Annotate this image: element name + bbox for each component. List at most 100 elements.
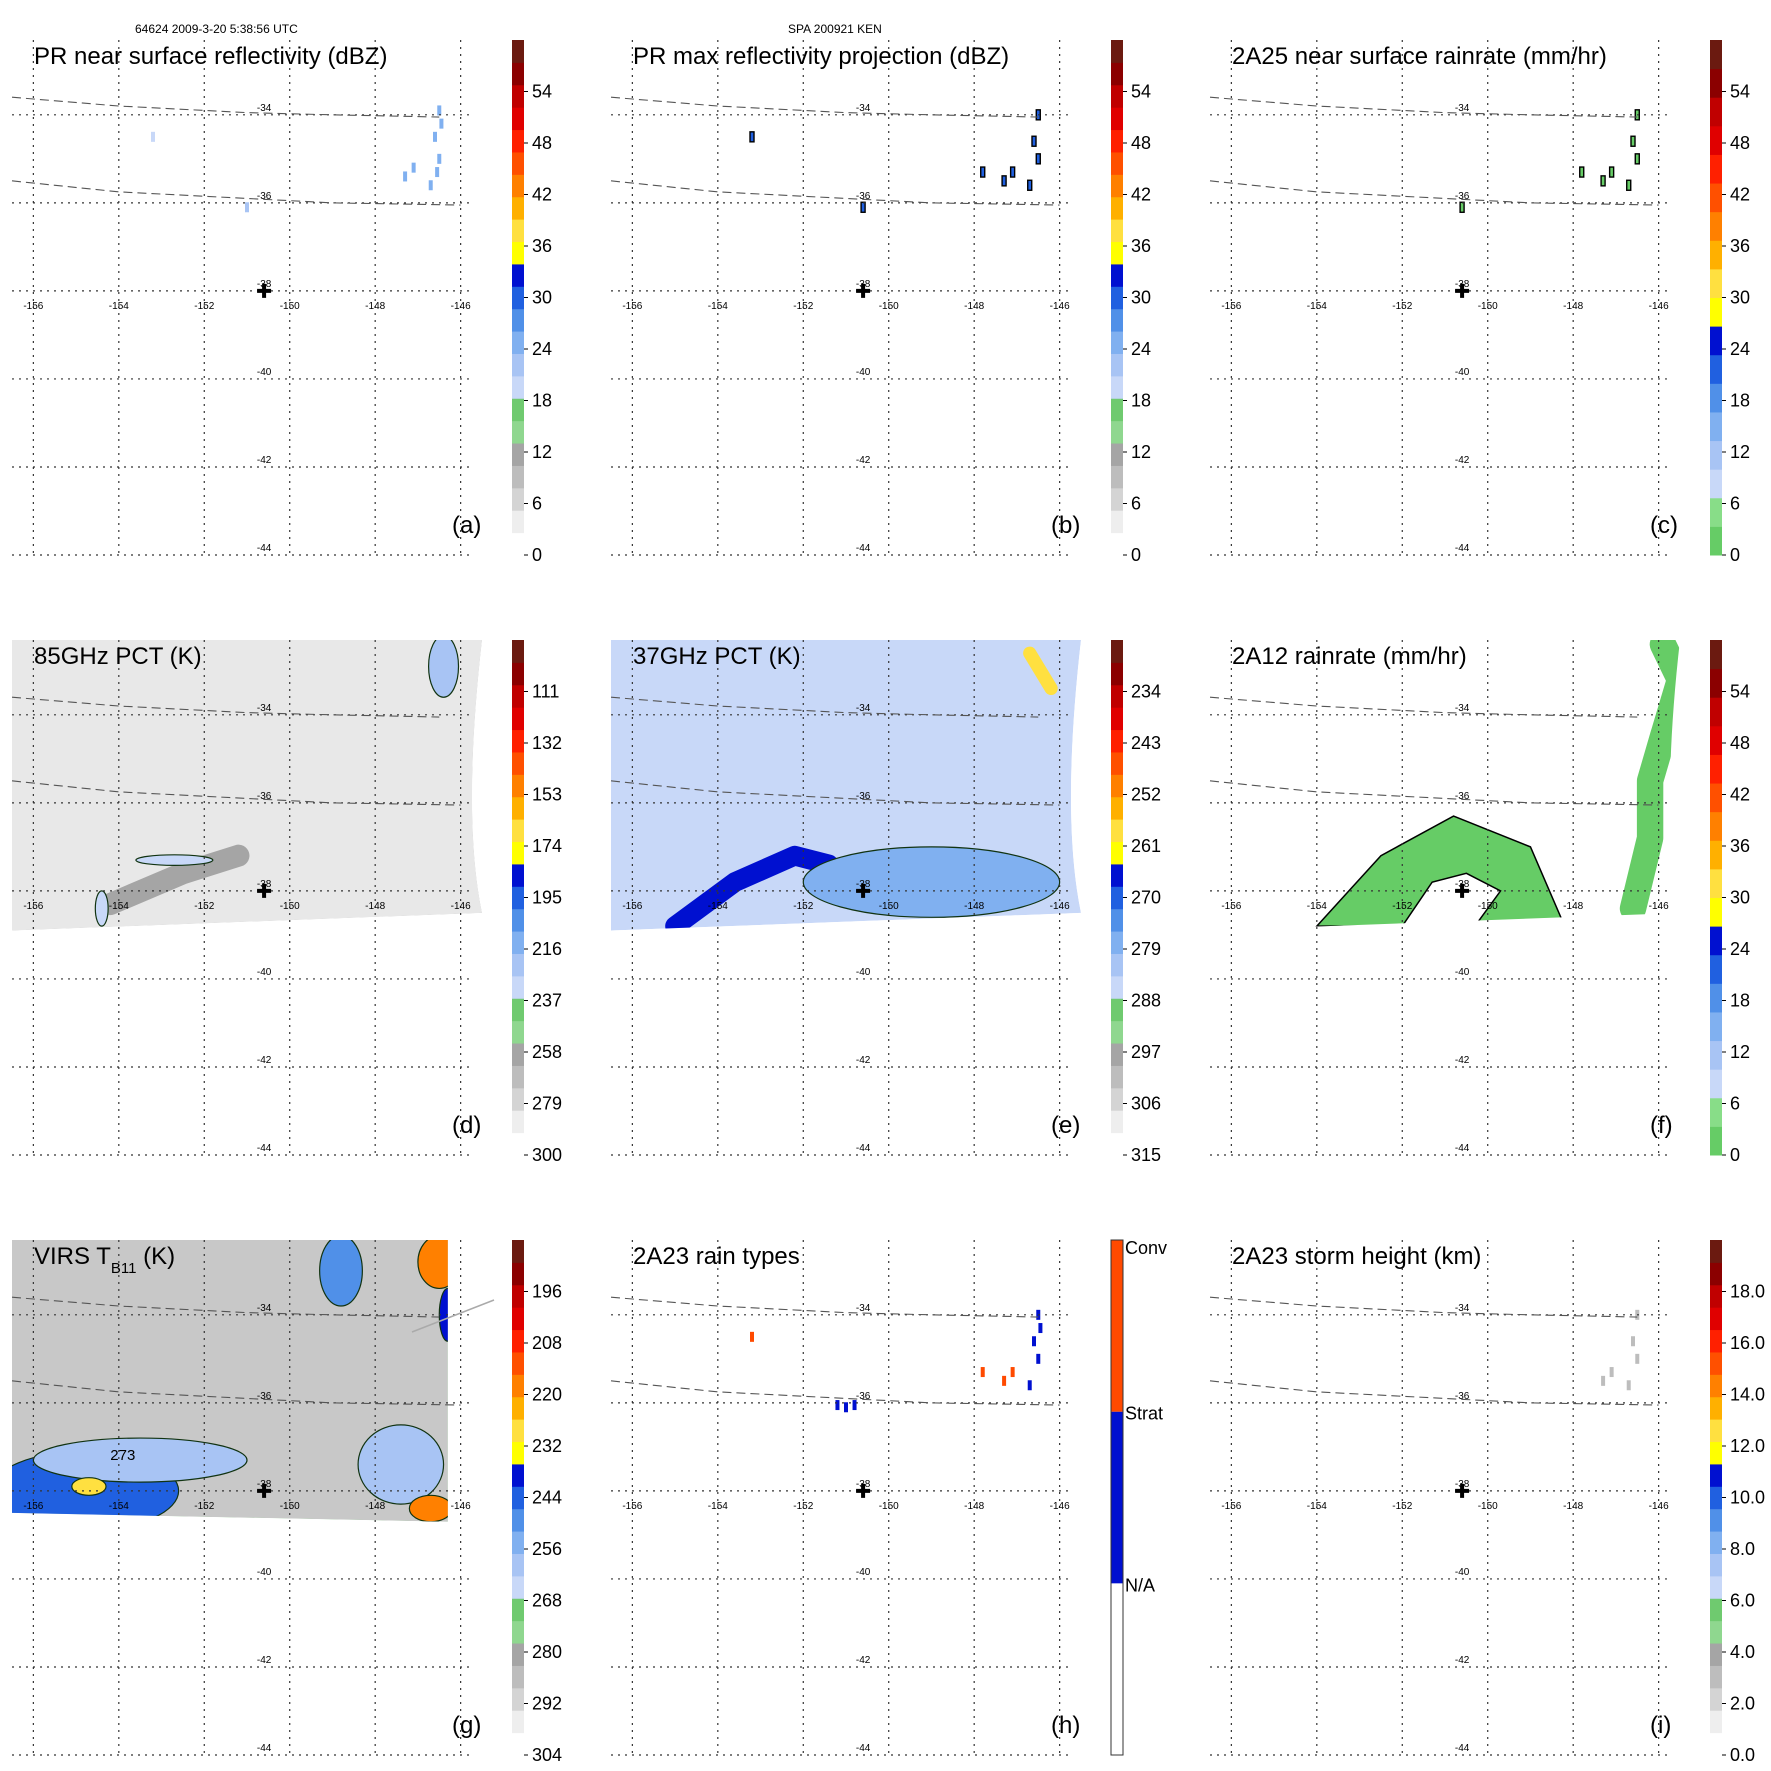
lon-tick-label: -146 <box>451 301 471 312</box>
swath-edge-line <box>610 1296 1039 1318</box>
panel-letter: (d) <box>452 1112 481 1139</box>
swath-edge-line <box>1209 180 1659 206</box>
colorbar-segment <box>1111 219 1123 243</box>
panel-content <box>12 1240 448 1522</box>
colorbar-tick-label: 132 <box>532 733 562 753</box>
colorbar-tick-label: 0 <box>532 545 542 565</box>
colorbar-segment <box>1710 1374 1722 1398</box>
lat-tick-label: -34 <box>1455 1303 1470 1314</box>
colorbar-segment <box>1710 1598 1722 1622</box>
lon-tick-label: -154 <box>1307 301 1327 312</box>
rain-cell <box>437 105 442 116</box>
lat-tick-label: -44 <box>1455 1143 1470 1154</box>
colorbar-tick-label: 54 <box>532 82 552 102</box>
rain-cell <box>1002 1375 1007 1386</box>
swath-edge-line <box>610 1380 1060 1406</box>
colorbar-segment <box>512 308 524 332</box>
colorbar: 0 6 12 18 24 30 36 42 48 54 <box>1710 640 1750 1165</box>
lon-tick-label: -148 <box>964 1501 984 1512</box>
colorbar-tick-label: 258 <box>532 1042 562 1062</box>
panel-title: 2A25 near surface rainrate (mm/hr) <box>1232 43 1607 70</box>
colorbar-tick-label: 304 <box>532 1745 562 1765</box>
colorbar-tick-label: 12 <box>1131 442 1151 462</box>
colorbar-segment <box>1710 725 1722 755</box>
colorbar-tick-label: 256 <box>532 1539 562 1559</box>
colorbar-segment <box>512 151 524 175</box>
colorbar-tick-label: 18 <box>532 391 552 411</box>
lat-tick-label: -44 <box>856 1743 871 1754</box>
colorbar-segment <box>1710 1531 1722 1554</box>
colorbar-segment <box>512 1687 524 1711</box>
colorbar-segment <box>512 1374 524 1398</box>
colorbar-segment <box>1111 129 1123 153</box>
lon-tick-label: -156 <box>23 301 43 312</box>
colorbar-tick-label: 153 <box>532 785 562 805</box>
colorbar-segment <box>512 286 524 310</box>
panel-letter: (b) <box>1051 512 1080 539</box>
colorbar-segment <box>1710 1126 1722 1156</box>
panel-d: -156-154-152-150-148-146-34-36-38-40-42-… <box>11 640 562 1165</box>
colorbar-segment <box>1111 662 1123 686</box>
colorbar-segment <box>1710 840 1722 870</box>
colorbar-segment <box>512 174 524 198</box>
lat-tick-label: -42 <box>257 1055 272 1066</box>
rain-cell <box>435 167 440 178</box>
colorbar-segment <box>1710 354 1722 384</box>
colorbar-segment <box>512 662 524 686</box>
panel-g: -156-154-152-150-148-146-34-36-38-40-42-… <box>11 1240 562 1765</box>
lon-tick-label: -154 <box>109 301 129 312</box>
lat-tick-label: -42 <box>1455 1655 1470 1666</box>
colorbar-segment <box>1111 263 1123 287</box>
colorbar-segment <box>512 1396 524 1420</box>
colorbar-segment <box>1710 754 1722 784</box>
colorbar-segment <box>1710 1262 1722 1286</box>
colorbar-tick-label: 234 <box>1131 682 1161 702</box>
precip-band <box>665 845 839 931</box>
lon-tick-label: -148 <box>964 901 984 912</box>
colorbar-tick-label: 268 <box>532 1591 562 1611</box>
colorbar-segment <box>512 684 524 708</box>
lat-tick-label: -44 <box>257 1743 272 1754</box>
colorbar-segment <box>1111 1065 1123 1089</box>
colorbar-segment <box>1111 819 1123 843</box>
lat-tick-label: -34 <box>257 1303 272 1314</box>
colorbar-segment <box>512 953 524 977</box>
lat-tick-label: -42 <box>257 455 272 466</box>
colorbar-tick-label: 220 <box>532 1385 562 1405</box>
colorbar-tick-label: 252 <box>1131 785 1161 805</box>
colorbar-segment <box>512 353 524 377</box>
lat-tick-label: -36 <box>257 1391 272 1402</box>
lon-tick-label: -148 <box>1563 1501 1583 1512</box>
storm-center-marker <box>856 283 871 298</box>
colorbar-tick-label: 24 <box>1131 339 1151 359</box>
colorbar-segment <box>1710 469 1722 499</box>
lat-tick-label: -34 <box>1455 703 1470 714</box>
panel-title: 37GHz PCT (K) <box>633 643 801 670</box>
colorbar-segment <box>512 1132 524 1156</box>
lon-tick-label: -154 <box>708 901 728 912</box>
colorbar-segment <box>512 487 524 511</box>
colorbar-tick-label: 0 <box>1730 1145 1740 1165</box>
colorbar-tick-label: 10.0 <box>1730 1488 1765 1508</box>
lon-tick-label: -148 <box>365 301 385 312</box>
colorbar-segment <box>512 774 524 798</box>
colorbar-segment <box>512 1508 524 1532</box>
lon-tick-label: -156 <box>23 901 43 912</box>
colorbar-segment <box>512 398 524 422</box>
swath-edge-line <box>1209 696 1638 718</box>
panel-e: -156-154-152-150-148-146-34-36-38-40-42-… <box>610 640 1161 1165</box>
colorbar-segment <box>512 1732 524 1756</box>
colorbar-segment <box>1710 1732 1722 1756</box>
precip-band <box>1619 640 1680 922</box>
colorbar-segment <box>1710 1687 1722 1711</box>
colorbar-segment <box>512 975 524 999</box>
colorbar-segment <box>512 40 524 63</box>
lon-tick-label: -156 <box>622 1501 642 1512</box>
colorbar-segment <box>1111 640 1123 663</box>
rain-cell <box>835 1400 840 1411</box>
colorbar-segment <box>1111 84 1123 108</box>
rain-cell <box>844 1402 848 1413</box>
colorbar-segment <box>512 1553 524 1577</box>
lon-tick-label: -156 <box>23 1501 43 1512</box>
